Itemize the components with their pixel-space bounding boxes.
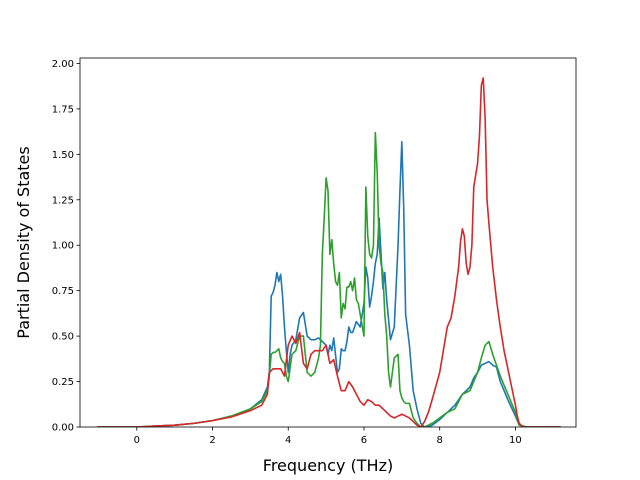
y-tick-label: 0.00 <box>52 423 74 434</box>
series-line-3 <box>97 77 561 427</box>
x-tick-label: 0 <box>134 435 140 446</box>
y-tick-label: 0.25 <box>52 377 74 388</box>
plot-lines <box>97 77 561 427</box>
y-tick-label: 0.50 <box>52 332 74 343</box>
y-tick-label: 1.00 <box>52 241 74 252</box>
y-tick-label: 1.50 <box>52 150 74 161</box>
x-tick-label: 8 <box>437 435 443 446</box>
y-tick-label: 0.75 <box>52 286 74 297</box>
y-tick-label: 1.25 <box>52 195 74 206</box>
series-line-2 <box>97 131 561 427</box>
plot-frame <box>79 57 577 428</box>
x-tick-label: 10 <box>509 435 522 446</box>
y-tick-label: 2.00 <box>52 59 74 70</box>
x-axis-ticks: 0 2 4 6 8 10 <box>134 427 522 446</box>
x-tick-label: 4 <box>285 435 291 446</box>
x-tick-label: 6 <box>361 435 367 446</box>
x-tick-label: 2 <box>209 435 215 446</box>
y-axis-title: Partial Density of States <box>14 146 33 338</box>
y-axis-ticks: 0.00 0.25 0.50 0.75 1.00 1.25 1.50 1.75 2.00 <box>52 59 80 434</box>
y-tick-label: 1.75 <box>52 104 74 115</box>
x-axis-title: Frequency (THz) <box>263 456 393 475</box>
series-line-1 <box>97 140 561 427</box>
